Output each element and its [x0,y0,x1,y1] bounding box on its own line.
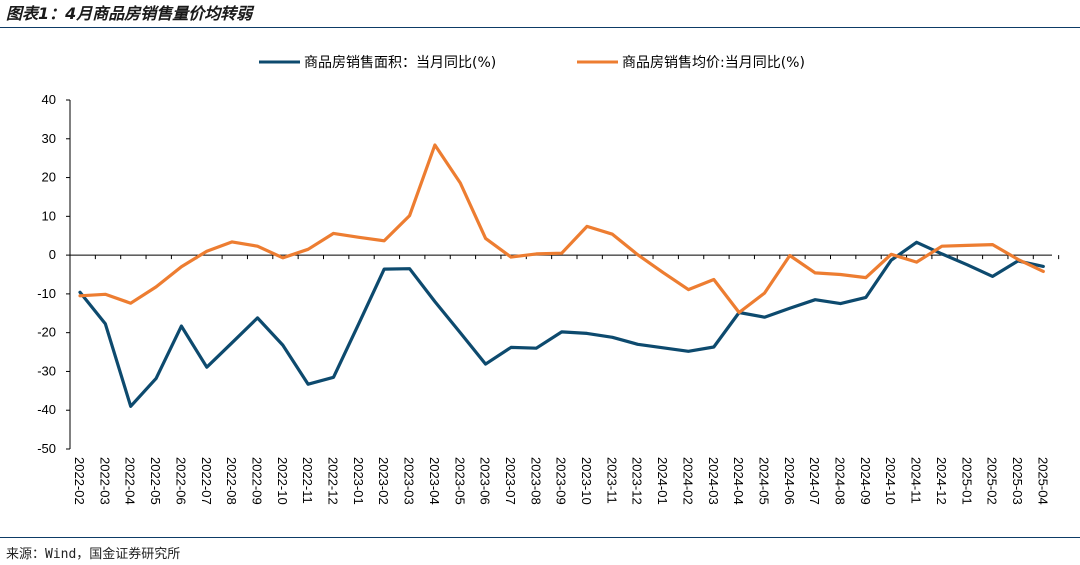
x-tick-label: 2025-02 [985,457,1000,505]
x-tick-label: 2024-04 [731,457,746,505]
x-tick-label: 2024-12 [934,457,949,505]
series-line-area [78,240,1045,408]
x-tick-label: 2023-04 [427,457,442,505]
x-tick-label: 2023-07 [503,457,518,505]
x-tick-label: 2022-11 [300,457,315,504]
y-tick-label: -30 [37,363,56,378]
figure-title: 图表1：4月商品房销售量价均转弱 [6,4,253,23]
series-line-price [78,143,1045,315]
x-tick-label: 2024-05 [756,457,771,505]
line-chart: 商品房销售面积：当月同比(%) 商品房销售均价:当月同比(%) 40 30 20 10… [37,55,1060,505]
x-tick-label: 2022-04 [123,457,138,505]
y-tick-label: -40 [37,402,56,417]
x-tick-label: 2025-01 [959,457,974,505]
x-tick-label: 2025-04 [1035,457,1050,505]
x-tick-label: 2023-05 [452,457,467,505]
x-tick-label: 2024-09 [858,457,873,505]
x-tick-label: 2022-08 [224,457,239,505]
x-tick-label: 2024-07 [807,457,822,505]
y-tick-label: 30 [42,131,56,146]
x-tick-label: 2024-01 [655,457,670,505]
x-tick-label: 2023-10 [579,457,594,505]
y-tick-label: 20 [42,170,56,185]
x-tick-label: 2022-02 [72,457,87,505]
bottom-divider [0,537,1080,538]
x-tick-label: 2023-09 [554,457,569,505]
x-tick-label: 2022-06 [173,457,188,505]
x-tick-label: 2022-07 [199,457,214,505]
y-tick-label: 0 [49,247,56,262]
y-tick-label: -20 [37,325,56,340]
legend-label-price: 商品房销售均价:当月同比(%) [622,55,805,71]
x-tick-label: 2024-02 [680,457,695,505]
x-tick-label: 2024-03 [706,457,721,505]
x-tick-label: 2024-10 [883,457,898,505]
source-note: 来源：Wind，国金证券研究所 [6,547,181,562]
x-tick-label: 2023-06 [478,457,493,505]
x-tick-label: 2023-12 [630,457,645,505]
x-tick-label: 2023-01 [351,457,366,505]
y-tick-label: 10 [42,208,56,223]
x-tick-label: 2025-03 [1010,457,1025,505]
x-tick-label: 2022-10 [275,457,290,505]
x-tick-label: 2024-11 [909,457,924,504]
legend-label-area: 商品房销售面积：当月同比(%) [304,55,496,71]
top-divider [0,27,1080,28]
x-tick-label: 2023-02 [376,457,391,505]
x-tick-label: 2022-12 [326,457,341,505]
y-tick-label: -50 [37,441,56,456]
x-tick-label: 2024-08 [833,457,848,505]
x-tick-label: 2023-03 [402,457,417,505]
x-tick-label: 2023-08 [528,457,543,505]
x-tick-label: 2024-06 [782,457,797,505]
x-tick-label: 2022-03 [97,457,112,505]
y-tick-label: -10 [37,286,56,301]
y-tick-label: 40 [42,92,56,107]
legend: 商品房销售面积：当月同比(%) 商品房销售均价:当月同比(%) [259,55,805,71]
x-tick-label: 2023-11 [604,457,619,504]
x-tick-label: 2022-05 [148,457,163,505]
x-tick-label: 2022-09 [249,457,264,505]
